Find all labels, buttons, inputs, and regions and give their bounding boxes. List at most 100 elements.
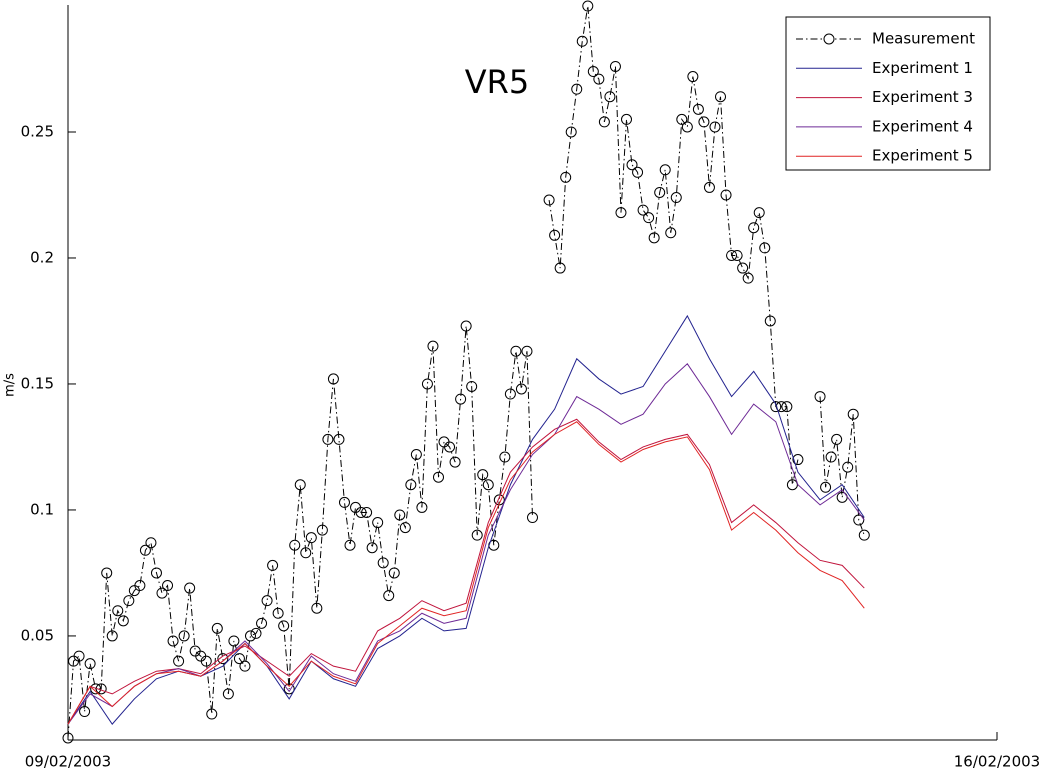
data-point (250, 627, 262, 639)
data-point (820, 481, 832, 493)
data-point (300, 547, 312, 559)
data-point (244, 630, 256, 642)
data-point (377, 557, 389, 569)
data-point (167, 635, 179, 647)
data-point (676, 113, 688, 125)
data-point (825, 451, 837, 463)
data-point (515, 383, 527, 395)
data-point (222, 688, 234, 700)
data-point (217, 653, 229, 665)
data-point (123, 595, 135, 607)
data-point (427, 340, 439, 352)
data-point (565, 126, 577, 138)
data-point (609, 60, 621, 72)
data-point (139, 544, 151, 556)
data-point (692, 103, 704, 115)
data-point (106, 630, 118, 642)
data-point (681, 121, 693, 133)
data-point (576, 35, 588, 47)
data-point (455, 393, 467, 405)
y-tick-label: 0.2 (30, 248, 54, 266)
y-tick-label: 0.25 (21, 122, 54, 140)
data-point (261, 595, 273, 607)
legend-box (785, 16, 991, 171)
data-point (554, 262, 566, 274)
data-point (598, 116, 610, 128)
data-point (737, 262, 749, 274)
x-tick-label: 09/02/2003 (25, 753, 111, 770)
data-point (858, 529, 870, 541)
chart-title: VR5 (465, 63, 529, 101)
data-point (604, 91, 616, 103)
data-point (504, 388, 516, 400)
data-point (316, 524, 328, 536)
data-point (272, 607, 284, 619)
data-point (571, 83, 583, 95)
data-point (79, 706, 91, 718)
series-line (67, 5, 865, 739)
data-point (770, 401, 782, 413)
data-point (150, 567, 162, 579)
data-point (239, 660, 251, 672)
data-point (587, 66, 599, 78)
data-point (444, 441, 456, 453)
data-point (421, 378, 433, 390)
legend-marker (823, 33, 835, 45)
data-point (521, 345, 533, 357)
data-point (145, 537, 157, 549)
data-point (333, 433, 345, 445)
data-point (654, 186, 666, 198)
data-point (211, 622, 223, 634)
data-point (831, 433, 843, 445)
data-point (698, 116, 710, 128)
data-point (637, 204, 649, 216)
data-point (383, 590, 395, 602)
data-point (665, 227, 677, 239)
data-point (355, 506, 367, 518)
data-point (289, 539, 301, 551)
series-line (67, 418, 865, 725)
data-point (715, 91, 727, 103)
data-point (311, 602, 323, 614)
data-point (416, 501, 428, 513)
data-point (117, 615, 129, 627)
data-point (101, 567, 113, 579)
data-point (178, 630, 190, 642)
data-point (466, 380, 478, 392)
data-point (670, 192, 682, 204)
data-point (432, 471, 444, 483)
data-point (720, 189, 732, 201)
data-point (659, 164, 671, 176)
data-point (482, 479, 494, 491)
data-point (156, 587, 168, 599)
data-point (477, 469, 489, 481)
data-point (847, 408, 859, 420)
data-point (814, 391, 826, 403)
data-point (338, 496, 350, 508)
data-point (327, 373, 339, 385)
data-point (527, 512, 538, 524)
x-tick-label: 16/02/2003 (954, 753, 1040, 770)
data-point (62, 732, 74, 744)
data-point (112, 605, 124, 617)
data-point (460, 320, 472, 332)
data-point (543, 194, 555, 206)
data-point (394, 509, 406, 521)
data-point (781, 401, 793, 413)
data-point (283, 683, 295, 695)
y-tick-label: 0.1 (30, 500, 54, 518)
data-point (200, 655, 212, 667)
data-point (173, 655, 185, 667)
data-point (549, 229, 561, 241)
data-point (471, 529, 483, 541)
data-point (643, 212, 655, 224)
data-point (294, 479, 306, 491)
data-point (493, 494, 505, 506)
y-axis-label: m/s (3, 373, 18, 397)
data-point (582, 0, 594, 12)
data-point (753, 207, 765, 219)
data-point (742, 272, 754, 284)
data-point (842, 461, 854, 473)
data-point (184, 582, 196, 594)
